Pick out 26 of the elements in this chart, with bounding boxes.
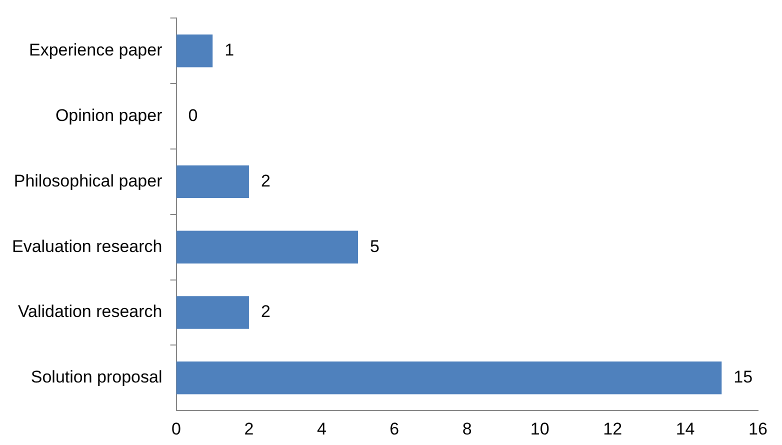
x-tick-label: 12: [603, 419, 622, 438]
data-label: 5: [370, 236, 380, 256]
y-tick-label: Evaluation research: [12, 236, 162, 256]
data-label: 2: [260, 302, 270, 322]
bar: [176, 34, 213, 68]
x-tick-label: 0: [172, 419, 181, 438]
x-tick-label: 2: [244, 419, 254, 438]
y-tick-label: Opinion paper: [55, 106, 163, 125]
x-tick-label: 16: [748, 419, 768, 438]
bar: [176, 296, 249, 329]
y-tick-label: Solution proposal: [30, 368, 162, 387]
x-tick-label: 14: [676, 419, 695, 438]
data-label: 1: [224, 40, 234, 60]
x-tick-label: 10: [530, 419, 550, 438]
y-tick-label: Validation research: [18, 302, 162, 322]
x-tick-label: 6: [390, 419, 400, 438]
data-label: 2: [260, 171, 270, 190]
bar: [176, 165, 249, 198]
y-tick-label: Experience paper: [28, 40, 163, 60]
bar: [176, 230, 358, 264]
data-label: 15: [734, 368, 753, 387]
x-tick-label: 8: [462, 419, 472, 438]
x-tick-label: 4: [316, 419, 326, 438]
y-tick-label: Philosophical paper: [14, 171, 163, 190]
bar: [176, 362, 722, 394]
data-label: 0: [188, 106, 198, 125]
